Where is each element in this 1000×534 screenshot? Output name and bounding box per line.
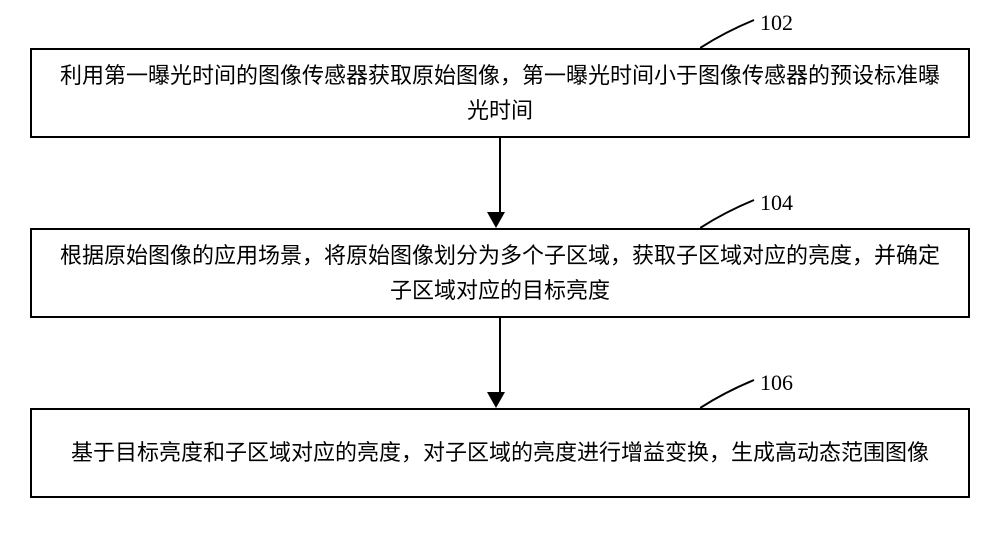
arrow-1 [495,138,505,228]
step-text-104: 根据原始图像的应用场景，将原始图像划分为多个子区域，获取子区域对应的亮度，并确定… [52,238,948,308]
step-text-106: 基于目标亮度和子区域对应的亮度，对子区域的亮度进行增益变换，生成高动态范围图像 [71,435,929,470]
arrow-head-1 [487,212,505,228]
callout-line-106 [700,372,760,412]
arrow-line-1 [499,138,501,212]
step-label-106: 106 [760,370,793,396]
step-label-104: 104 [760,190,793,216]
label-text-106: 106 [760,370,793,395]
step-box-102: 利用第一曝光时间的图像传感器获取原始图像，第一曝光时间小于图像传感器的预设标准曝… [30,48,970,138]
callout-line-104 [700,192,760,232]
flowchart-container: 102 利用第一曝光时间的图像传感器获取原始图像，第一曝光时间小于图像传感器的预… [0,0,1000,534]
callout-line-102 [700,12,760,52]
label-text-104: 104 [760,190,793,215]
arrow-line-2 [499,318,501,392]
step-box-104: 根据原始图像的应用场景，将原始图像划分为多个子区域，获取子区域对应的亮度，并确定… [30,228,970,318]
arrow-2 [495,318,505,408]
label-text-102: 102 [760,10,793,35]
arrow-head-2 [487,392,505,408]
step-text-102: 利用第一曝光时间的图像传感器获取原始图像，第一曝光时间小于图像传感器的预设标准曝… [52,58,948,128]
step-box-106: 基于目标亮度和子区域对应的亮度，对子区域的亮度进行增益变换，生成高动态范围图像 [30,408,970,498]
step-label-102: 102 [760,10,793,36]
